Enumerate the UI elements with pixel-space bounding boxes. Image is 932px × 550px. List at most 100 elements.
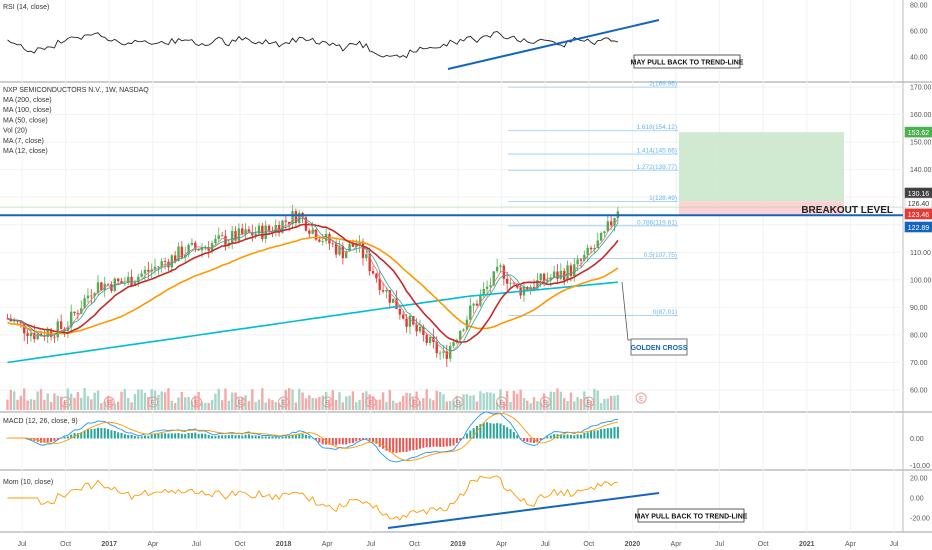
macd-histogram-bar	[492, 423, 495, 439]
volume-bar	[536, 401, 539, 410]
price-tick-label: 70.00	[910, 360, 928, 367]
candle-body	[341, 245, 345, 259]
legend-entry: MA (7, close)	[3, 138, 44, 145]
macd-histogram-bar	[321, 438, 324, 445]
macd-histogram-bar	[579, 434, 582, 439]
macd-histogram-bar	[284, 436, 287, 439]
volume-bar	[163, 392, 167, 410]
volume-bar	[563, 398, 566, 410]
macd-histogram-bar	[214, 436, 217, 439]
volume-bar	[489, 392, 492, 410]
volume-bar	[33, 399, 36, 410]
volume-bar	[308, 395, 311, 410]
candle-body	[106, 283, 110, 285]
volume-bar	[549, 391, 552, 410]
legend-entry: MA (200, close)	[3, 97, 52, 104]
candle-body	[422, 326, 425, 335]
macd-histogram-bar	[459, 438, 462, 441]
volume-bar	[351, 391, 355, 410]
candle-body	[287, 221, 291, 225]
volume-bar	[314, 398, 318, 410]
volume-bar	[23, 388, 26, 410]
candle-body	[505, 278, 509, 284]
candle-body	[234, 231, 237, 241]
macd-histogram-bar	[43, 438, 46, 443]
earnings-marker	[365, 396, 377, 408]
candle-body	[428, 336, 432, 343]
volume-bar	[532, 397, 536, 410]
volume-bar	[100, 403, 103, 410]
volume-bar	[200, 401, 204, 410]
volume-bar	[381, 392, 385, 410]
macd-histogram-bar	[372, 438, 375, 442]
macd-histogram-bar	[227, 434, 230, 439]
candle-body	[589, 247, 593, 250]
candle-body	[355, 245, 358, 247]
time-tick-label: Apr	[147, 541, 159, 548]
macd-histogram-bar	[211, 435, 214, 439]
volume-bar	[80, 397, 83, 410]
fib-level-label: 1.414(145.66)	[637, 148, 677, 155]
volume-bar	[438, 391, 442, 410]
candle-body	[127, 276, 130, 283]
volume-bar	[123, 389, 127, 410]
macd-histogram-bar	[147, 435, 150, 439]
volume-bar	[56, 395, 59, 410]
volume-bar	[254, 402, 257, 410]
volume-bar	[16, 399, 19, 410]
candle-body	[120, 281, 123, 284]
volume-bar	[247, 401, 251, 410]
macd-histogram-bar	[331, 438, 334, 446]
macd-histogram-bar	[140, 436, 143, 439]
volume-bar	[274, 401, 277, 410]
macd-histogram-bar	[251, 435, 254, 439]
ma200-line	[7, 281, 618, 364]
macd-histogram-bar	[177, 433, 180, 439]
candle-body	[59, 321, 63, 329]
volume-bar	[573, 401, 576, 410]
macd-histogram-bar	[418, 438, 421, 449]
volume-bar	[76, 392, 80, 410]
volume-bar	[596, 390, 599, 410]
candle-body	[556, 271, 559, 279]
volume-bar	[6, 399, 9, 410]
macd-histogram-bar	[231, 434, 234, 439]
volume-bar	[29, 399, 33, 410]
volume-bar	[569, 392, 573, 410]
volume-bar	[546, 400, 549, 410]
volume-bar	[291, 389, 294, 410]
volume-bar	[482, 393, 485, 410]
volume-bar	[338, 392, 341, 410]
volume-bar	[281, 398, 284, 410]
candle-body	[80, 308, 83, 314]
candle-body	[385, 290, 388, 292]
earnings-marker-label: E	[456, 401, 460, 407]
volume-bar	[395, 403, 398, 410]
candle-body	[475, 303, 479, 306]
macd-histogram-bar	[563, 434, 566, 439]
volume-bar	[609, 395, 613, 410]
candle-body	[495, 266, 499, 272]
macd-histogram-bar	[217, 435, 220, 439]
macd-histogram-bar	[154, 433, 157, 439]
candle-body	[318, 239, 321, 242]
momentum-panel-label: Mom (10, close)	[3, 479, 53, 486]
candle-body	[26, 333, 29, 337]
earnings-marker-label: E	[64, 401, 68, 407]
volume-bar	[130, 402, 133, 410]
macd-histogram-bar	[6, 438, 9, 439]
volume-bar	[261, 388, 264, 410]
earnings-marker	[408, 396, 420, 408]
volume-bar	[616, 395, 620, 410]
volume-bar	[204, 402, 207, 410]
rsi-trendline	[447, 19, 660, 70]
volume-bar	[36, 391, 39, 410]
macd-histogram-bar	[449, 438, 452, 447]
candle-body	[576, 259, 579, 265]
macd-histogram-bar	[180, 433, 183, 439]
macd-histogram-bar	[549, 435, 552, 439]
candle-body	[334, 243, 338, 255]
earnings-marker-label: E	[639, 397, 643, 403]
volume-bar	[462, 394, 465, 410]
